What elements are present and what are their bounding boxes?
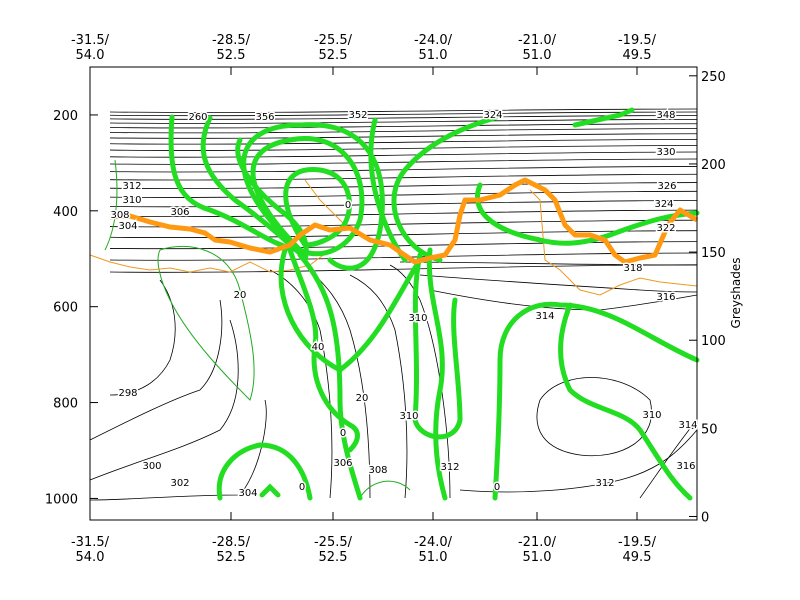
contour-label: 304 — [118, 221, 137, 232]
y2-tick-label: 0 — [701, 510, 709, 525]
contour-label: 312 — [440, 462, 459, 473]
isentrope — [109, 111, 698, 117]
plot-frame — [89, 66, 698, 521]
y-tick-label: 200 — [53, 109, 78, 124]
contour-label: 316 — [656, 292, 675, 303]
x-tick-label: -28.5/ — [212, 33, 251, 48]
isentrope — [109, 241, 698, 250]
isentrope — [109, 145, 698, 151]
y2-tick-label: 50 — [701, 422, 718, 437]
isentrope — [109, 166, 698, 173]
isentropes — [89, 108, 698, 501]
x-tick-label: -21.0/ — [518, 535, 557, 550]
y2-tick-label: 100 — [701, 334, 726, 349]
x-tick-label: -31.5/ — [71, 33, 110, 48]
contour-label: 300 — [142, 461, 161, 472]
isentrope — [109, 182, 698, 189]
x-tick-label: 52.5 — [217, 48, 246, 63]
x-tick-label: 49.5 — [623, 550, 652, 565]
isentrope — [109, 138, 698, 145]
isentrope — [109, 108, 698, 113]
x-tick-label: 54.0 — [76, 550, 105, 565]
contour-label: 310 — [399, 411, 418, 422]
contour-label: 306 — [333, 458, 352, 469]
contour-label: 352 — [348, 110, 367, 121]
x-tick-label: -25.5/ — [314, 33, 353, 48]
contour-label: 302 — [170, 478, 189, 489]
x-tick-label: 52.5 — [319, 550, 348, 565]
contour-label: 308 — [368, 465, 387, 476]
x-tick-label: -24.0/ — [414, 535, 453, 550]
y2-axis-label: Greyshades — [729, 258, 743, 329]
x-tick-label: -21.0/ — [518, 33, 557, 48]
isentrope — [109, 123, 698, 129]
contour-label: 20 — [234, 290, 247, 301]
contour-label: 0 — [299, 482, 305, 493]
x-tick-label: 51.0 — [523, 48, 552, 63]
x-tick-label: -19.5/ — [618, 33, 657, 48]
y2-tick-label: 250 — [701, 70, 726, 85]
isentrope — [109, 264, 698, 273]
y2-tick-label: 150 — [701, 246, 726, 261]
isentrope — [109, 219, 698, 228]
x-tick-label: 52.5 — [217, 550, 246, 565]
isentrope — [109, 158, 698, 165]
contour-label: 298 — [118, 388, 137, 399]
x-tick-label: -31.5/ — [71, 535, 110, 550]
contour-label: 304 — [238, 488, 257, 499]
isentrope — [109, 118, 698, 124]
contour-label: 0 — [345, 200, 351, 211]
green-contours — [168, 107, 700, 501]
contour-label: 310 — [408, 313, 427, 324]
y-tick-label: 1000 — [45, 492, 78, 507]
thin-orange — [89, 179, 698, 296]
contour-label: 326 — [657, 181, 676, 192]
isentrope — [109, 190, 698, 198]
contour-label: 20 — [356, 393, 369, 404]
contour-label: 40 — [312, 342, 325, 353]
tropopause — [109, 177, 699, 265]
contour-label: 314 — [535, 311, 554, 322]
x-tick-label: -19.5/ — [618, 535, 657, 550]
y-tick-label: 600 — [53, 301, 78, 316]
isentrope — [109, 209, 698, 218]
contour-label: 310 — [122, 195, 141, 206]
thin-green — [104, 159, 411, 499]
contour-label: 260 — [188, 112, 207, 123]
x-tick-label: 51.0 — [523, 550, 552, 565]
y-tick-label: 400 — [53, 205, 78, 220]
contour-label: 0 — [494, 482, 500, 493]
isentrope — [109, 200, 698, 208]
x-tick-label: 49.5 — [623, 48, 652, 63]
contour-label: 324 — [483, 110, 502, 121]
contour-label: 348 — [656, 110, 675, 121]
contour-label: 310 — [642, 410, 661, 421]
x-tick-label: 54.0 — [76, 48, 105, 63]
contour-label: 314 — [678, 420, 697, 431]
isentrope — [109, 133, 698, 139]
contour-label: 322 — [656, 223, 675, 234]
isentrope — [109, 151, 698, 158]
y2-tick-label: 200 — [701, 158, 726, 173]
contour-label: 316 — [676, 461, 695, 472]
contour-label: 312 — [595, 478, 614, 489]
x-tick-label: 51.0 — [419, 550, 448, 565]
x-tick-label: -25.5/ — [314, 535, 353, 550]
isentrope — [109, 128, 698, 134]
contour-label: 308 — [110, 210, 129, 221]
contour-label: 0 — [340, 428, 346, 439]
x-tick-label: -28.5/ — [212, 535, 251, 550]
contour-label: 306 — [170, 207, 189, 218]
x-tick-label: 51.0 — [419, 48, 448, 63]
contour-label: 312 — [122, 181, 141, 192]
x-tick-label: 52.5 — [319, 48, 348, 63]
x-tick-label: -24.0/ — [414, 33, 453, 48]
contour-label: 324 — [654, 199, 673, 210]
y-tick-label: 800 — [53, 397, 78, 412]
contour-label: 318 — [623, 263, 642, 274]
contour-label: 330 — [656, 147, 675, 158]
contour-label: 356 — [255, 112, 274, 123]
